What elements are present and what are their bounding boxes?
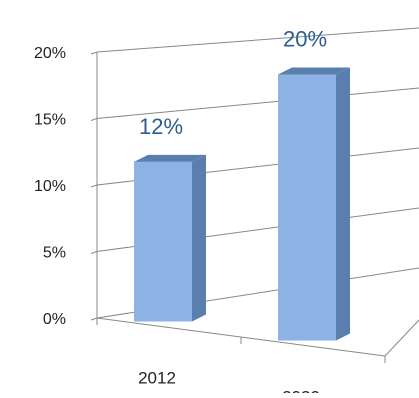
bar-2012: [134, 154, 206, 322]
gridline: [96, 27, 419, 53]
labels: 0% 5% 10% 15% 20% 12% 2012 20% 2020: [34, 27, 327, 398]
bar-2020: [278, 67, 350, 341]
x-tick-label: 2012: [138, 369, 176, 388]
data-label: 20%: [283, 27, 327, 52]
gridline: [96, 87, 419, 119]
bar-top: [134, 154, 206, 162]
x-tick-label: 2020: [282, 388, 320, 394]
bar-side: [192, 154, 206, 322]
floor-edge-line: [384, 319, 419, 357]
y-tick-mark: [90, 118, 98, 121]
y-tick-label: 20%: [34, 45, 66, 62]
y-tick-label: 10%: [34, 178, 66, 195]
y-tick-mark: [90, 51, 98, 55]
y-tick-mark: [90, 251, 98, 254]
bar-front: [278, 74, 336, 341]
y-tick-mark: [90, 317, 98, 321]
bars: [134, 67, 350, 341]
bar-front: [134, 161, 192, 322]
y-tick-label: 5%: [43, 245, 66, 262]
axes: [90, 51, 419, 363]
bar-top: [278, 67, 350, 75]
y-tick-label: 15%: [34, 112, 66, 129]
data-label: 12%: [139, 114, 183, 139]
y-tick-label: 0%: [43, 311, 66, 328]
y-tick-mark: [90, 184, 98, 188]
bar-side: [336, 67, 350, 341]
